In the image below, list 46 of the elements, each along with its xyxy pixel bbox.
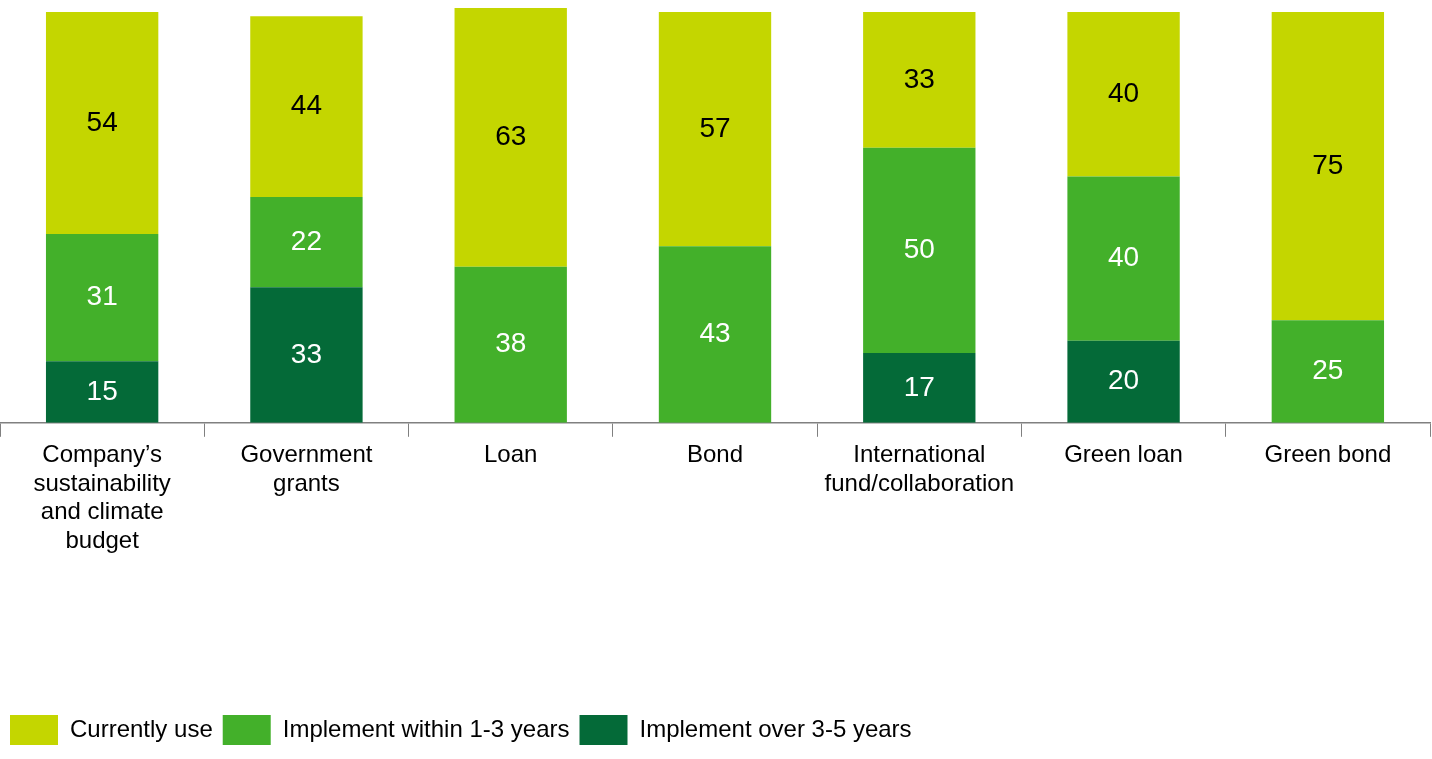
legend-label: Implement within 1-3 years [282,714,570,742]
bar [863,12,976,148]
data-label: 33 [903,62,935,94]
data-label: 31 [86,280,118,312]
bar [863,147,976,353]
bar [250,16,363,197]
x-tick-label: Loan [484,439,538,467]
data-label: 25 [1312,354,1344,386]
x-tick-label: Bond [686,439,744,467]
data-label: 17 [903,370,935,402]
data-label: 15 [86,374,118,406]
x-tick-label: Green bond [1264,439,1392,467]
bar [250,196,363,288]
x-tick-label: International fund/collaboration [824,439,1015,496]
bar [1067,176,1180,341]
data-label: 22 [290,224,323,256]
x-tick-label: Green loan [1064,439,1183,467]
data-label: 54 [86,105,118,137]
bar [454,8,567,267]
data-label: 20 [1107,364,1140,396]
bar [863,352,976,423]
data-label: 40 [1107,76,1140,108]
bar [1271,12,1385,321]
data-label: 38 [495,327,527,359]
bar [658,12,772,247]
data-label: 50 [903,233,935,265]
x-tick-label: Company’s sustainability and climate budget [33,439,171,554]
bar [454,266,567,423]
bar [45,12,159,234]
data-label: 40 [1107,241,1140,273]
data-label: 75 [1312,148,1344,180]
data-label: 43 [699,317,731,349]
bar [250,287,363,423]
bar [45,361,159,423]
bar [658,246,772,423]
legend-label: Currently use [70,714,213,742]
data-label: 63 [495,120,527,152]
bar [45,233,159,362]
bar [1271,320,1385,423]
bar [1067,12,1180,177]
data-label: 57 [699,111,731,143]
data-label: 44 [290,89,323,121]
data-label: 33 [290,337,323,369]
legend-label: Implement over 3-5 years [639,714,912,742]
bar [1067,340,1180,423]
x-tick-label: Government grants [240,439,373,496]
